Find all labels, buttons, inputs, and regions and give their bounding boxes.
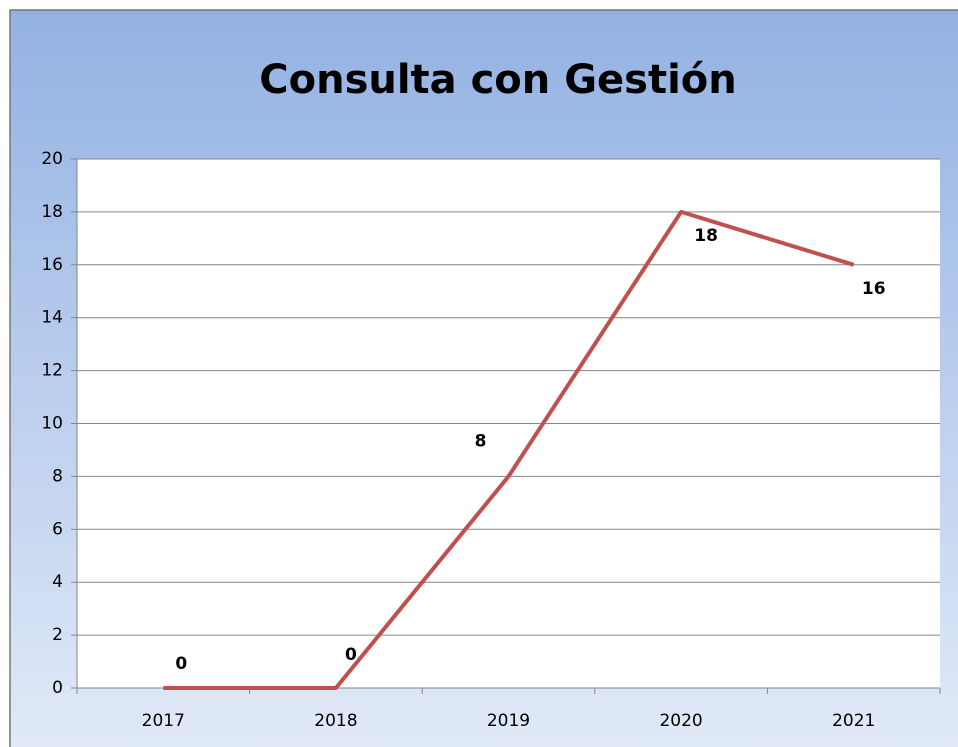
y-tick-label: 18 [41,202,63,222]
y-tick-label: 10 [41,414,63,434]
y-tick-label: 2 [52,625,63,645]
y-tick-label: 12 [41,361,63,381]
y-tick-label: 6 [52,519,63,539]
data-label: 18 [694,226,718,246]
data-label: 0 [345,645,357,665]
chart-title: Consulta con Gestión [259,57,737,103]
x-tick-label: 2017 [142,711,185,731]
x-tick-label: 2018 [314,711,357,731]
y-tick-label: 16 [41,255,63,275]
data-label: 8 [475,431,487,451]
x-tick-label: 2021 [832,711,875,731]
data-label: 0 [175,654,187,674]
y-tick-label: 20 [41,149,63,169]
line-series [163,209,855,690]
data-label: 16 [862,279,886,299]
y-tick-label: 0 [52,678,63,698]
x-tick-label: 2020 [659,711,702,731]
y-tick-label: 8 [52,466,63,486]
y-tick-label: 4 [52,572,63,592]
x-tick-label: 2019 [487,711,530,731]
y-tick-label: 14 [41,308,63,328]
